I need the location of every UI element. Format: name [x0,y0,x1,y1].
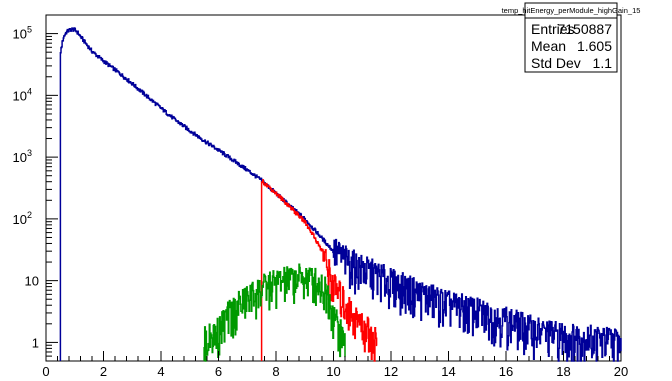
x-tick-label: 8 [272,364,279,379]
x-tick-label: 14 [441,364,455,379]
y-tick-label: 10 [25,274,39,289]
y-tick-label: 102 [13,210,32,227]
stats-stddev-value: 1.1 [593,55,613,71]
x-tick-label: 18 [556,364,570,379]
axis-layer: 0 2 4 6 8 10 12 14 16 18 20 1 10 102 103 104 105 [13,14,628,379]
x-tick-label: 16 [499,364,513,379]
stats-mean-label: Mean [531,38,566,54]
stats-entries-value: 7150887 [557,21,612,37]
series-layer [59,27,622,362]
x-tick-label: 20 [614,364,628,379]
y-tick-label: 104 [13,86,32,103]
x-tick-label: 10 [326,364,340,379]
x-tick-label: 6 [215,364,222,379]
y-tick-label: 103 [13,148,32,165]
stats-entries-label: Entries [531,21,575,37]
stats-title: temp_hitEnergy_perModule_highGain_15 [502,6,641,15]
x-tick-label: 12 [384,364,398,379]
stats-stddev-label: Std Dev [531,55,581,71]
x-tick-label: 4 [157,364,164,379]
plot-frame [45,14,622,362]
stats-box: temp_hitEnergy_perModule_highGain_15 Ent… [502,2,641,73]
y-tick-label: 1 [32,335,39,350]
x-tick-label: 2 [100,364,107,379]
stats-mean-value: 1.605 [577,38,612,54]
series-3-line [203,263,346,362]
series-2-line [260,179,378,362]
x-tick-label: 0 [42,364,49,379]
y-tick-label: 105 [13,25,32,42]
series-1-line [59,27,622,362]
stats-box-frame [524,2,618,73]
